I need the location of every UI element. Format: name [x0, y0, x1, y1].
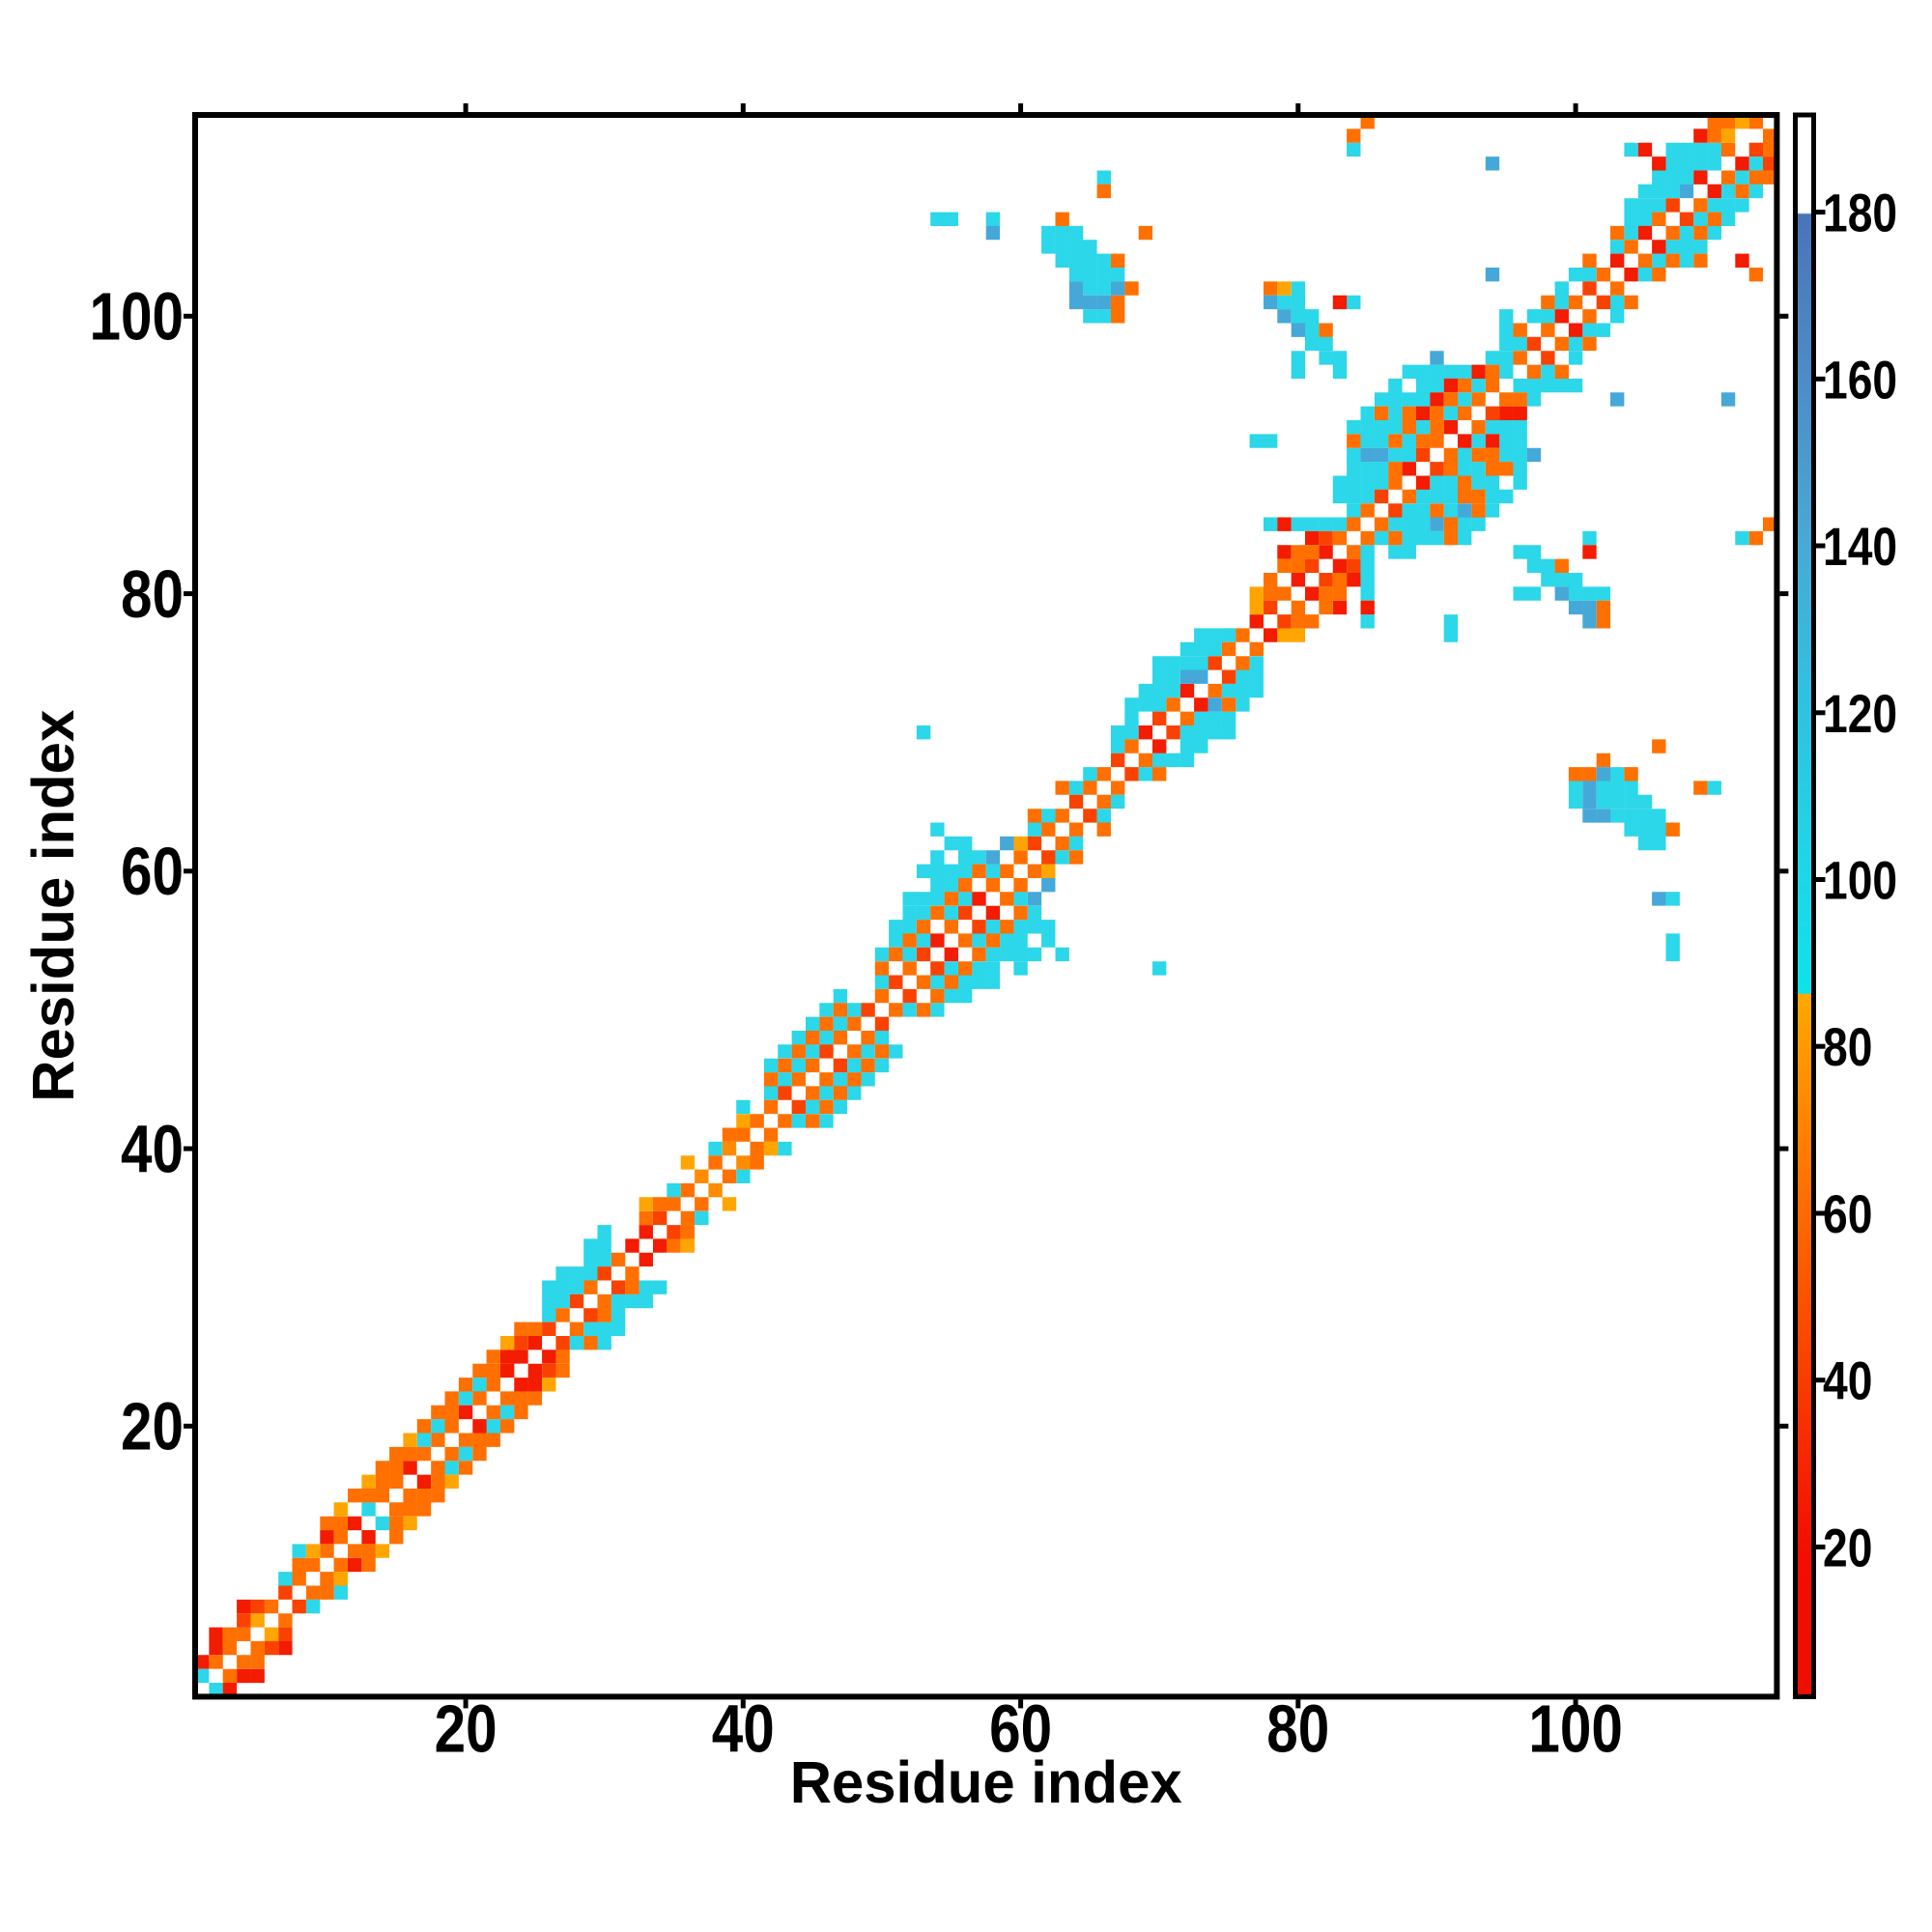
svg-text:20: 20 — [1823, 1517, 1872, 1577]
svg-text:100: 100 — [1528, 1690, 1623, 1766]
svg-text:60: 60 — [121, 834, 184, 909]
svg-text:Residue index: Residue index — [790, 1749, 1182, 1815]
svg-text:160: 160 — [1823, 349, 1897, 410]
svg-text:100: 100 — [1823, 850, 1897, 911]
svg-text:80: 80 — [1266, 1690, 1329, 1766]
svg-text:60: 60 — [989, 1690, 1052, 1766]
svg-text:120: 120 — [1823, 683, 1897, 744]
svg-text:40: 40 — [1823, 1350, 1872, 1411]
svg-text:Residue index: Residue index — [20, 710, 86, 1102]
svg-text:20: 20 — [121, 1389, 184, 1464]
svg-text:80: 80 — [121, 556, 184, 632]
svg-text:40: 40 — [121, 1112, 184, 1187]
svg-text:60: 60 — [1823, 1183, 1872, 1244]
svg-text:20: 20 — [435, 1690, 497, 1766]
svg-text:80: 80 — [1823, 1016, 1872, 1077]
svg-text:140: 140 — [1823, 516, 1897, 577]
svg-text:100: 100 — [90, 279, 185, 355]
svg-text:40: 40 — [712, 1690, 775, 1766]
svg-text:180: 180 — [1823, 183, 1897, 243]
